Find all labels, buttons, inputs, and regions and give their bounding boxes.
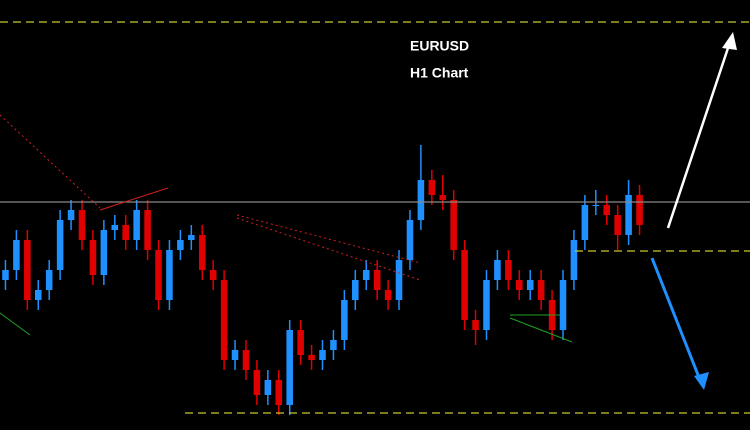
- divergence-line: [509, 317, 573, 343]
- trend-line: [0, 114, 101, 209]
- chart-title: EURUSD: [410, 38, 469, 54]
- trend-line: [236, 217, 421, 281]
- divergence-line: [0, 312, 31, 336]
- up-arrow-head: [722, 32, 737, 50]
- trend-line: [236, 214, 421, 264]
- trend-line: [99, 187, 169, 211]
- up-arrow: [666, 41, 732, 229]
- chart-subtitle: H1 Chart: [410, 65, 469, 81]
- down-arrow: [650, 257, 702, 381]
- down-arrow-head: [694, 372, 709, 390]
